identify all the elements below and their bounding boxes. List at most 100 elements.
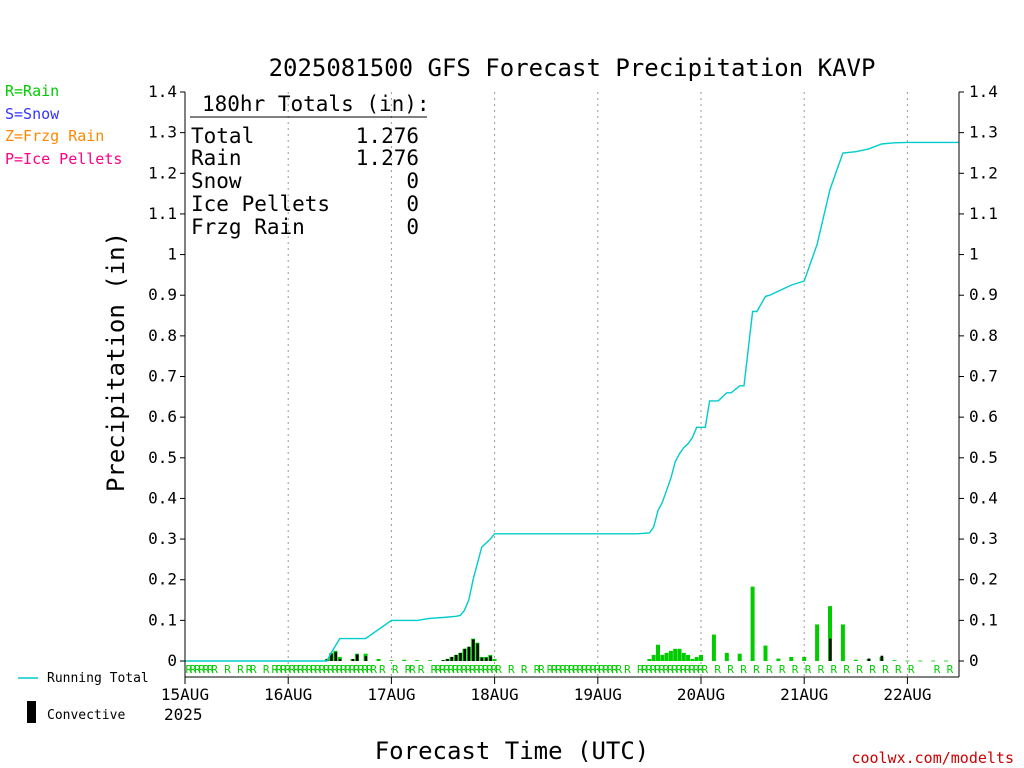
ptype-r-label: R	[190, 663, 197, 676]
ptype-r-label: R	[577, 663, 584, 676]
ptype-r-label: R	[934, 663, 941, 676]
x-tick-label: 15AUG	[161, 685, 209, 704]
ptype-r-label: R	[461, 663, 468, 676]
ptype-r-label: R	[667, 663, 674, 676]
rain-bar	[677, 648, 682, 661]
rain-bar	[750, 586, 755, 661]
totals-header: 180hr Totals (in):	[202, 92, 430, 116]
y-tick-label-left: 0	[167, 651, 177, 670]
rain-bar	[656, 644, 660, 661]
rain-bar	[840, 624, 845, 661]
ptype-r-label: R	[448, 663, 455, 676]
grid-lines	[287, 92, 908, 677]
ptype-r-label: R	[336, 663, 343, 676]
y-tick-label-right: 0.2	[969, 570, 998, 589]
ptype-r-label: R	[194, 663, 201, 676]
totals-value-rain: 1.276	[356, 146, 419, 170]
ptype-r-label: R	[882, 663, 889, 676]
convective-bar	[330, 653, 333, 661]
convective-bar	[454, 654, 458, 661]
ptype-r-label: R	[431, 663, 438, 676]
y-tick-label-left: 1.1	[148, 204, 177, 223]
ptype-r-label: R	[659, 663, 666, 676]
ptype-r-label: R	[207, 663, 214, 676]
ptype-r-label: R	[564, 663, 571, 676]
ptype-r-label: R	[590, 663, 597, 676]
totals-label-snow: Snow	[191, 169, 242, 193]
ptype-r-label: R	[671, 663, 678, 676]
y-tick-label-right: 0	[969, 651, 979, 670]
ptype-r-label: R	[792, 663, 799, 676]
ptype-r-label: R	[491, 663, 498, 676]
y-axis-label: Precipitation (in)	[102, 232, 130, 492]
ptype-r-label: R	[310, 663, 317, 676]
ptype-r-label: R	[211, 663, 218, 676]
ptype-r-label: R	[297, 663, 304, 676]
legend-rain: R=Rain	[5, 82, 59, 100]
rain-bar	[664, 652, 669, 661]
rain-bar	[815, 624, 820, 661]
convective-bar	[476, 643, 479, 661]
precip-bars	[324, 586, 949, 662]
ptype-r-label: R	[663, 663, 670, 676]
x-tick-label: 20AUG	[677, 685, 725, 704]
ptype-r-label: R	[818, 663, 825, 676]
rain-bar	[699, 654, 703, 661]
ptype-r-label: R	[345, 663, 352, 676]
ptype-r-label: R	[869, 663, 876, 676]
ptype-r-label: R	[611, 663, 618, 676]
rain-bar	[931, 660, 936, 662]
rain-bar	[737, 653, 742, 661]
totals-label-total: Total	[191, 124, 254, 148]
ptype-r-label: R	[474, 663, 481, 676]
x-axis-label: Forecast Time (UTC)	[375, 737, 650, 765]
convective-bar	[334, 652, 337, 661]
ptype-r-label: R	[547, 663, 554, 676]
ptype-r-label: R	[598, 663, 605, 676]
ptype-r-label: R	[370, 663, 377, 676]
legend-ice-pellets: P=Ice Pellets	[5, 150, 122, 168]
ptype-r-label: R	[831, 663, 838, 676]
ptype-r-label: R	[805, 663, 812, 676]
rain-bar	[776, 658, 781, 661]
rain-bar	[711, 634, 716, 661]
ptype-r-label: R	[469, 663, 476, 676]
convective-bar	[450, 656, 454, 661]
ptype-r-label: R	[895, 663, 902, 676]
totals-label-frzg-rain: Frzg Rain	[191, 215, 305, 239]
rain-bar	[389, 660, 394, 661]
y-tick-label-left: 0.3	[148, 529, 177, 548]
ptype-r-label: R	[585, 663, 592, 676]
y-tick-label-right: 0.9	[969, 285, 998, 304]
ptype-r-label: R	[302, 663, 309, 676]
convective-bar	[459, 652, 462, 661]
y-tick-label-right: 0.7	[969, 367, 998, 386]
rain-bar	[905, 660, 910, 662]
ptype-r-label: R	[327, 663, 334, 676]
convective-bar	[489, 656, 492, 661]
ptype-r-label: R	[246, 663, 253, 676]
convective-bar	[829, 638, 832, 661]
ptype-r-label: R	[714, 663, 721, 676]
rain-bar	[944, 660, 949, 662]
ptype-r-label: R	[276, 663, 283, 676]
ptype-r-label: R	[560, 663, 567, 676]
y-tick-label-left: 0.1	[148, 610, 177, 629]
ptype-r-label: R	[624, 663, 631, 676]
ptype-r-label: R	[358, 663, 365, 676]
ptype-r-label: R	[250, 663, 257, 676]
totals-label-rain: Rain	[191, 146, 242, 170]
ptype-r-label: R	[568, 663, 575, 676]
rain-bar	[763, 645, 768, 661]
x-tick-label: 18AUG	[471, 685, 519, 704]
convective-bar	[467, 646, 471, 661]
ptype-r-label: R	[280, 663, 287, 676]
ptype-r-label: R	[697, 663, 704, 676]
ptype-r-label: R	[319, 663, 326, 676]
x-tick-label: 17AUG	[367, 685, 415, 704]
ptype-r-label: R	[779, 663, 786, 676]
ptype-r-label: R	[306, 663, 313, 676]
convective-bar	[480, 657, 484, 661]
ptype-r-label: R	[456, 663, 463, 676]
